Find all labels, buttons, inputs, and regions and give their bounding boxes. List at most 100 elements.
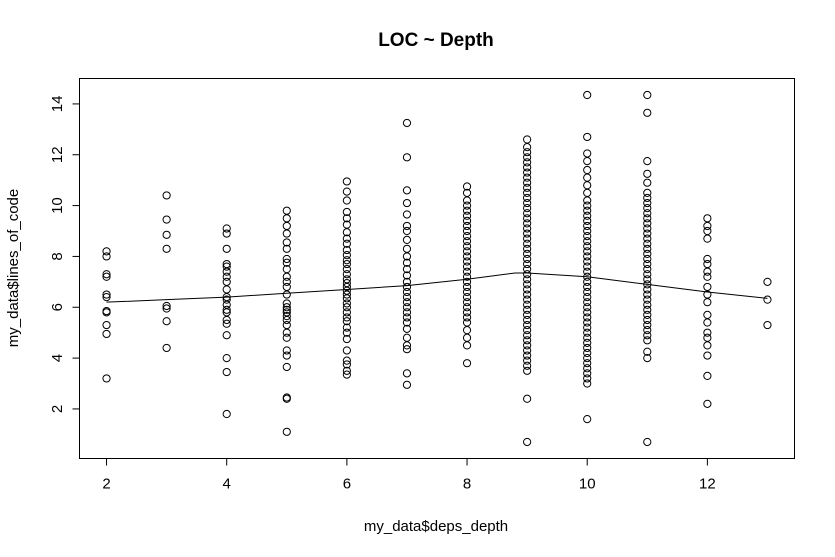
data-point bbox=[462, 277, 472, 286]
data-point bbox=[583, 343, 592, 353]
data-point bbox=[523, 254, 532, 264]
data-point bbox=[102, 290, 111, 299]
data-point bbox=[402, 287, 412, 297]
data-point bbox=[402, 282, 412, 292]
data-point bbox=[583, 374, 592, 383]
data-point bbox=[643, 437, 652, 447]
data-point bbox=[402, 153, 412, 162]
data-point bbox=[222, 272, 231, 281]
x-tick-label: 6 bbox=[343, 476, 351, 493]
data-point bbox=[462, 201, 472, 210]
data-point bbox=[583, 211, 592, 220]
x-axis: 2 4 6 8 10 12 bbox=[102, 458, 716, 493]
data-point bbox=[222, 319, 231, 328]
data-point bbox=[643, 193, 652, 203]
data-point bbox=[523, 209, 532, 218]
data-point bbox=[462, 196, 472, 205]
data-point bbox=[523, 198, 532, 208]
data-point bbox=[282, 299, 291, 308]
data-point bbox=[643, 209, 652, 218]
data-point bbox=[222, 409, 231, 419]
data-point bbox=[643, 224, 652, 233]
data-point bbox=[342, 370, 351, 379]
data-point bbox=[162, 301, 171, 311]
data-point bbox=[462, 341, 472, 350]
data-point bbox=[583, 348, 592, 358]
data-point bbox=[643, 315, 652, 325]
data-point bbox=[402, 333, 412, 342]
y-tick-label: 2 bbox=[49, 405, 66, 413]
data-point bbox=[643, 320, 652, 330]
data-point bbox=[402, 313, 412, 322]
data-point bbox=[523, 178, 532, 187]
data-point bbox=[643, 295, 652, 304]
data-point bbox=[523, 234, 532, 243]
data-point bbox=[583, 165, 592, 175]
data-point bbox=[462, 359, 472, 368]
data-point bbox=[643, 285, 652, 294]
data-point bbox=[462, 216, 472, 225]
data-point bbox=[523, 394, 532, 403]
data-point bbox=[523, 351, 532, 360]
data-point bbox=[583, 287, 592, 297]
data-point bbox=[703, 298, 712, 307]
data-point bbox=[643, 204, 652, 213]
data-point bbox=[342, 214, 351, 223]
data-point bbox=[222, 285, 231, 294]
y-axis-label: my_data$lines_of_code bbox=[5, 189, 22, 347]
x-tick-label: 12 bbox=[699, 476, 716, 493]
data-point bbox=[222, 229, 231, 238]
data-point bbox=[523, 336, 532, 345]
y-tick-label: 12 bbox=[49, 146, 66, 163]
data-point bbox=[342, 251, 351, 260]
trend-line bbox=[106, 272, 768, 303]
data-point bbox=[402, 324, 412, 333]
data-point bbox=[342, 256, 351, 265]
data-point bbox=[763, 277, 772, 286]
data-point bbox=[342, 275, 351, 284]
data-point bbox=[643, 157, 652, 166]
data-point bbox=[222, 277, 231, 286]
data-point bbox=[402, 265, 412, 274]
data-point bbox=[523, 326, 532, 335]
data-point bbox=[342, 366, 351, 375]
data-point bbox=[583, 257, 592, 266]
x-tick-label: 8 bbox=[463, 476, 471, 493]
data-point bbox=[583, 379, 592, 388]
data-point bbox=[402, 198, 412, 208]
data-point bbox=[462, 211, 472, 220]
data-point bbox=[583, 247, 592, 256]
y-tick-label: 8 bbox=[49, 252, 66, 260]
data-point bbox=[523, 163, 532, 172]
data-point bbox=[462, 313, 472, 322]
chart-title: LOC ~ Depth bbox=[378, 30, 494, 51]
data-point bbox=[643, 275, 652, 284]
data-point bbox=[583, 415, 592, 424]
data-point bbox=[523, 239, 532, 248]
data-point bbox=[643, 219, 652, 228]
data-point bbox=[462, 272, 472, 281]
data-point bbox=[462, 298, 472, 307]
data-point bbox=[583, 262, 592, 271]
data-point bbox=[643, 169, 652, 178]
data-point bbox=[342, 328, 351, 337]
data-point bbox=[643, 347, 652, 356]
data-point bbox=[583, 298, 592, 307]
data-point bbox=[643, 178, 652, 187]
data-point bbox=[703, 333, 712, 342]
y-tick-label: 6 bbox=[49, 303, 66, 311]
data-point bbox=[282, 282, 291, 292]
data-point bbox=[583, 354, 592, 363]
data-point bbox=[342, 259, 351, 269]
data-point bbox=[342, 334, 351, 344]
data-point bbox=[462, 303, 472, 312]
data-point bbox=[342, 196, 351, 205]
data-point bbox=[462, 182, 472, 191]
data-point bbox=[342, 245, 351, 255]
data-point bbox=[523, 331, 532, 340]
data-point bbox=[402, 235, 412, 244]
data-point bbox=[222, 295, 231, 304]
data-point bbox=[342, 207, 351, 217]
data-point bbox=[643, 108, 652, 117]
